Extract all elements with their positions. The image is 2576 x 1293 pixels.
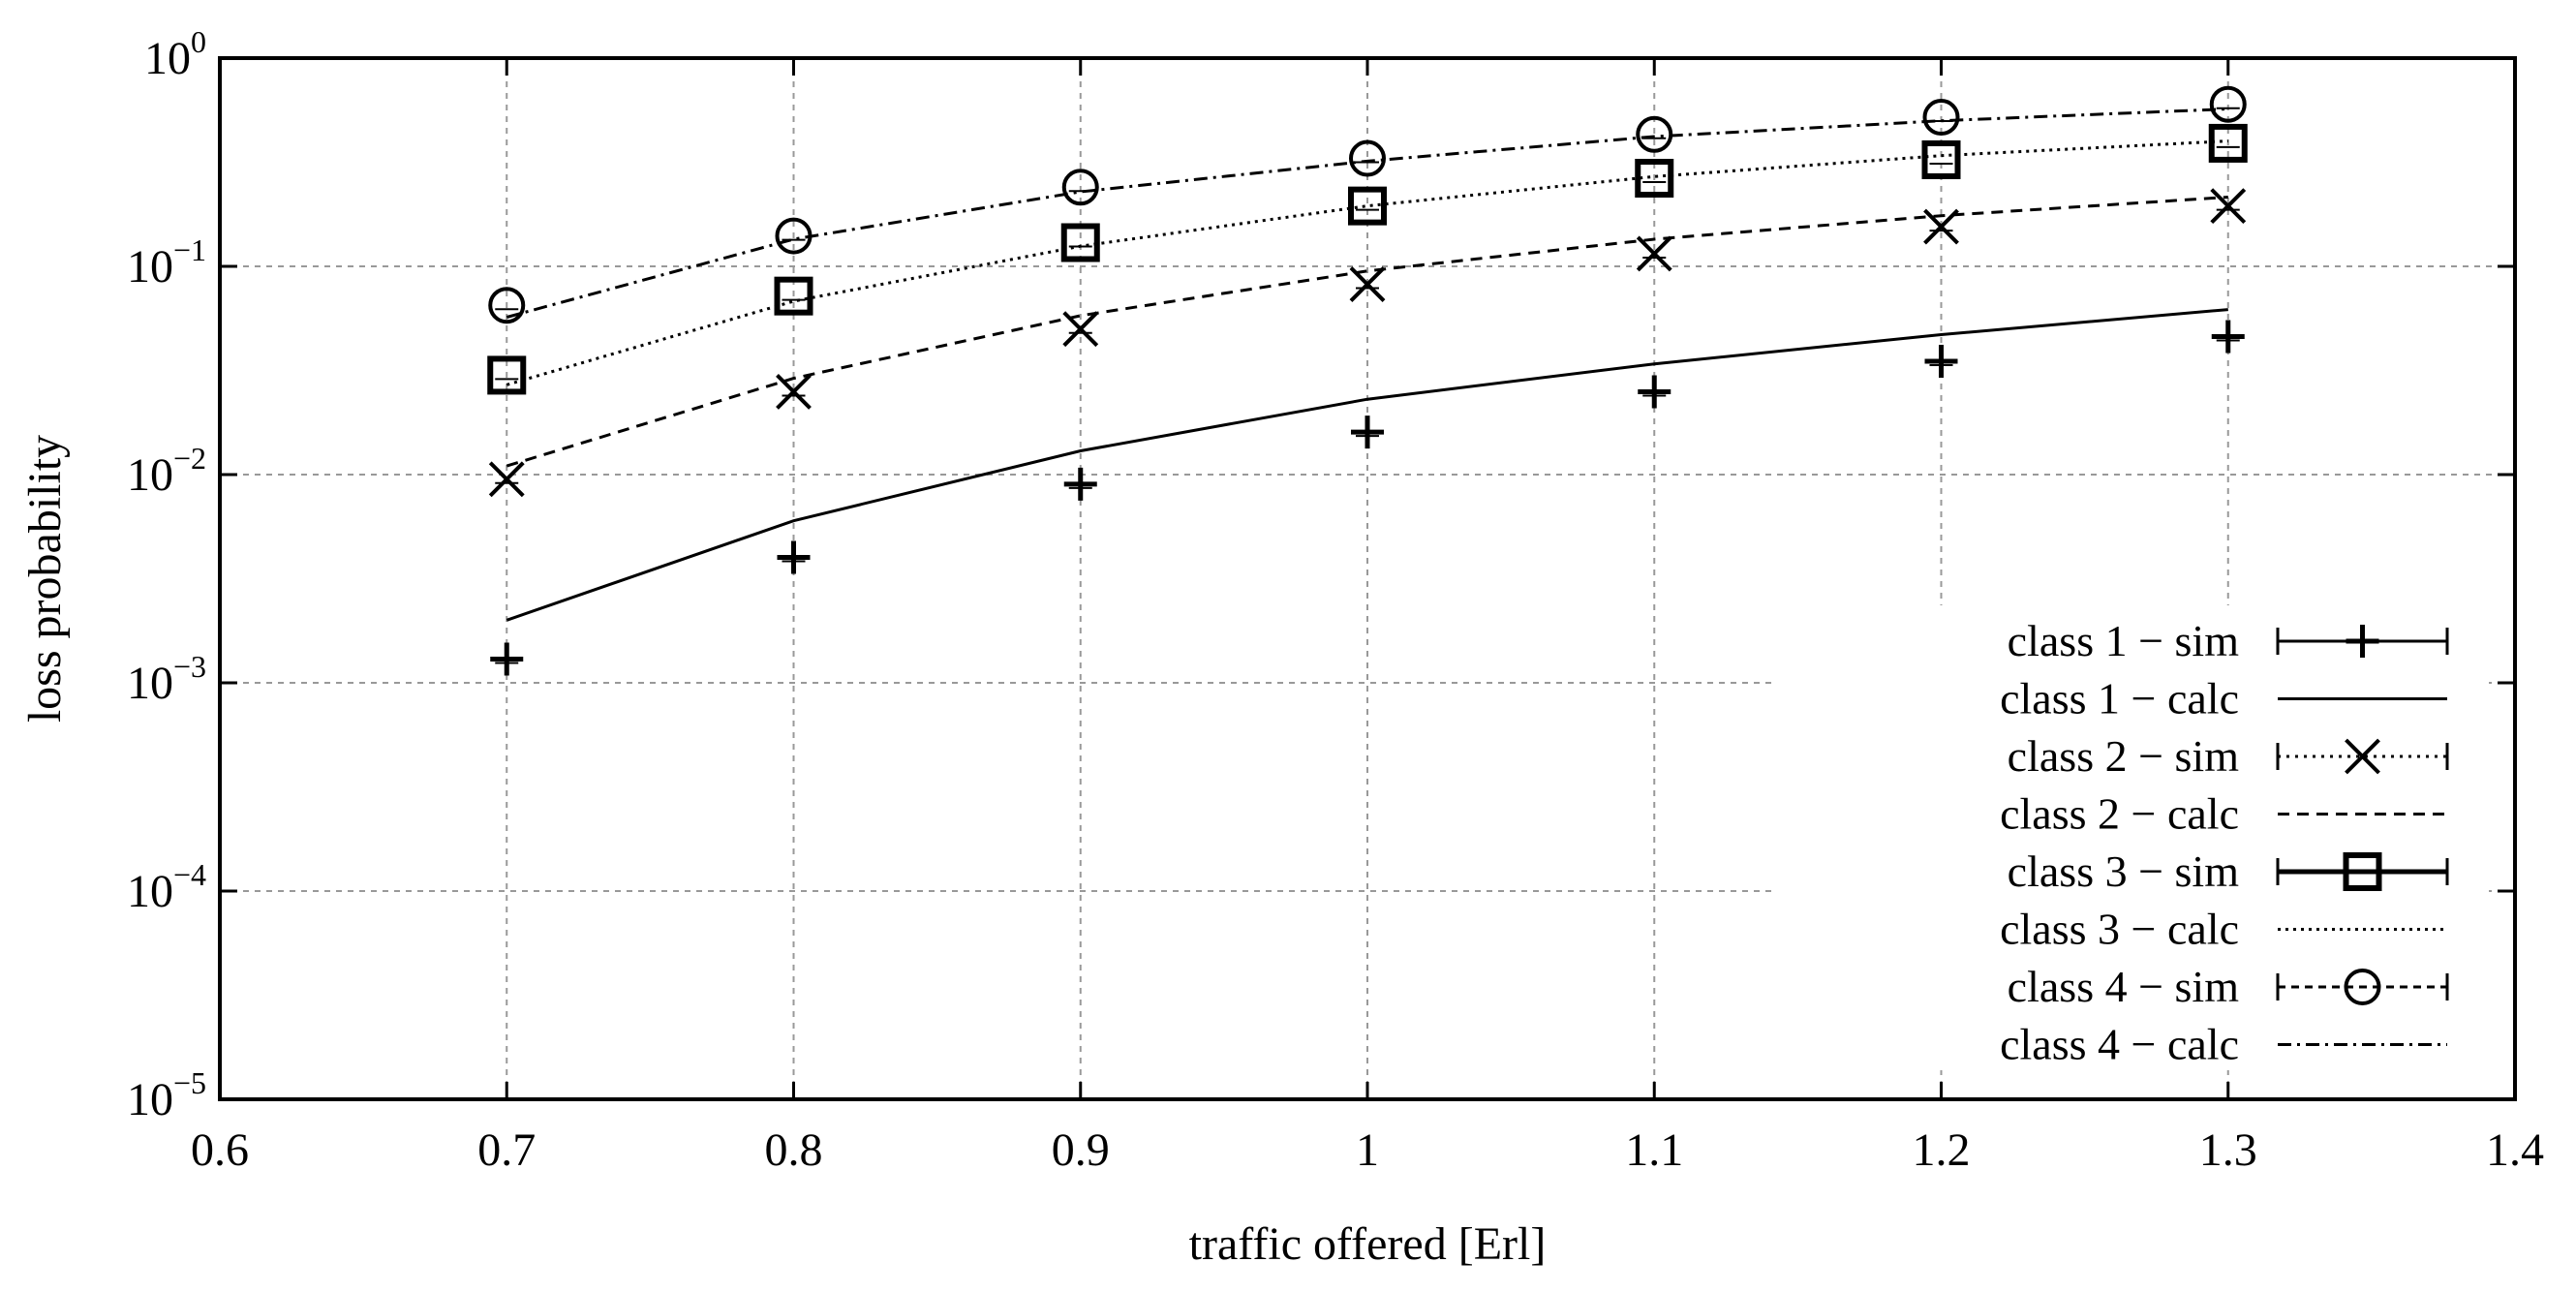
legend-label: class 4 − sim (2008, 962, 2240, 1011)
plus-marker (1638, 375, 1671, 409)
y-tick-label: 10−1 (127, 232, 206, 292)
y-tick-label: 10−4 (127, 857, 206, 917)
y-tick-label-base: 10 (127, 1074, 173, 1125)
y-tick-label: 10−2 (127, 441, 206, 501)
circle-marker (1636, 115, 1673, 153)
legend-errorbar-caps (2276, 628, 2449, 655)
cross-marker (776, 374, 812, 410)
cross-marker (488, 461, 525, 498)
series-points-5 (487, 123, 2248, 395)
plus-marker (1351, 416, 1384, 449)
plus-marker (2346, 625, 2379, 658)
legend-background (1772, 605, 2489, 1070)
legend-label: class 3 − calc (2000, 905, 2239, 954)
y-tick-label-base: 10 (127, 866, 173, 917)
cross-marker (2210, 188, 2247, 225)
x-tick-label: 1.4 (2486, 1124, 2544, 1176)
cross-marker (2345, 738, 2380, 775)
square-marker (1921, 139, 1961, 179)
y-tick-label: 10−5 (127, 1065, 206, 1125)
series-line-6 (506, 139, 2228, 386)
circle-marker (775, 217, 813, 255)
x-tick-label: 1 (1356, 1124, 1379, 1176)
x-tick-label: 1.1 (1625, 1124, 1683, 1176)
legend-errorbar-caps (2276, 743, 2449, 770)
square-marker (487, 355, 527, 395)
series-points-7 (488, 85, 2247, 324)
plus-marker (2211, 320, 2245, 354)
square-marker (1348, 186, 1387, 226)
y-tick-label-base: 10 (127, 449, 173, 501)
cross-marker (1636, 235, 1672, 272)
x-axis-ticks: 0.6 0.7 0.8 0.9 1 1.1 1.2 1.3 1.4 (191, 58, 2544, 1176)
cross-marker (1062, 311, 1099, 348)
y-tick-label-base: 10 (127, 658, 173, 709)
x-axis-label: traffic offered [Erl] (1189, 1218, 1547, 1270)
y-tick-label-exp: −1 (173, 232, 206, 267)
y-tick-label-exp: −4 (173, 857, 206, 892)
y-tick-label-exp: −3 (173, 649, 206, 684)
series-markers (487, 85, 2248, 676)
plus-marker (1063, 467, 1097, 501)
circle-marker (1061, 169, 1099, 206)
circle-marker (2344, 969, 2381, 1005)
y-tick-label-base: 10 (127, 241, 173, 292)
circle-marker (1922, 99, 1960, 137)
legend-label: class 1 − sim (2008, 616, 2240, 665)
series-points-1 (490, 320, 2245, 676)
series-line-4 (506, 196, 2228, 468)
legend-label: class 2 − sim (2008, 731, 2240, 781)
cross-marker (1349, 266, 1386, 302)
y-tick-label: 10−3 (127, 649, 206, 709)
circle-marker (2209, 85, 2247, 123)
y-tick-label-exp: −5 (173, 1065, 206, 1100)
x-tick-label: 0.9 (1052, 1124, 1110, 1176)
y-axis-label: loss probability (19, 435, 71, 723)
square-marker (774, 276, 813, 316)
legend-errorbar-caps (2276, 858, 2449, 885)
square-marker (2343, 852, 2382, 891)
y-tick-label-base: 10 (144, 33, 191, 84)
plus-marker (777, 540, 811, 574)
y-tick-label-exp: 0 (191, 24, 206, 59)
plus-marker (1924, 345, 1958, 379)
x-tick-label: 1.2 (1913, 1124, 1971, 1176)
series-points-3 (488, 188, 2247, 498)
square-marker (2208, 123, 2248, 163)
square-marker (1060, 223, 1100, 262)
x-tick-label: 1.3 (2199, 1124, 2257, 1176)
legend: class 1 − sim class 1 − calc class 2 − sim… (1772, 605, 2489, 1070)
series-line-2 (506, 308, 2228, 622)
x-tick-label: 0.7 (477, 1124, 536, 1176)
legend-errorbar-caps (2276, 973, 2449, 1001)
legend-label: class 3 − sim (2008, 847, 2240, 896)
y-tick-label: 100 (144, 24, 206, 84)
circle-marker (1349, 139, 1386, 177)
legend-label: class 1 − calc (2000, 674, 2239, 723)
legend-label: class 4 − calc (2000, 1020, 2239, 1069)
circle-marker (488, 287, 526, 324)
x-tick-label: 0.6 (191, 1124, 249, 1176)
cross-marker (1923, 208, 1959, 245)
y-tick-label-exp: −2 (173, 441, 206, 476)
plus-marker (490, 642, 524, 676)
legend-label: class 2 − calc (2000, 789, 2239, 839)
x-tick-label: 0.8 (765, 1124, 823, 1176)
square-marker (1635, 159, 1674, 199)
